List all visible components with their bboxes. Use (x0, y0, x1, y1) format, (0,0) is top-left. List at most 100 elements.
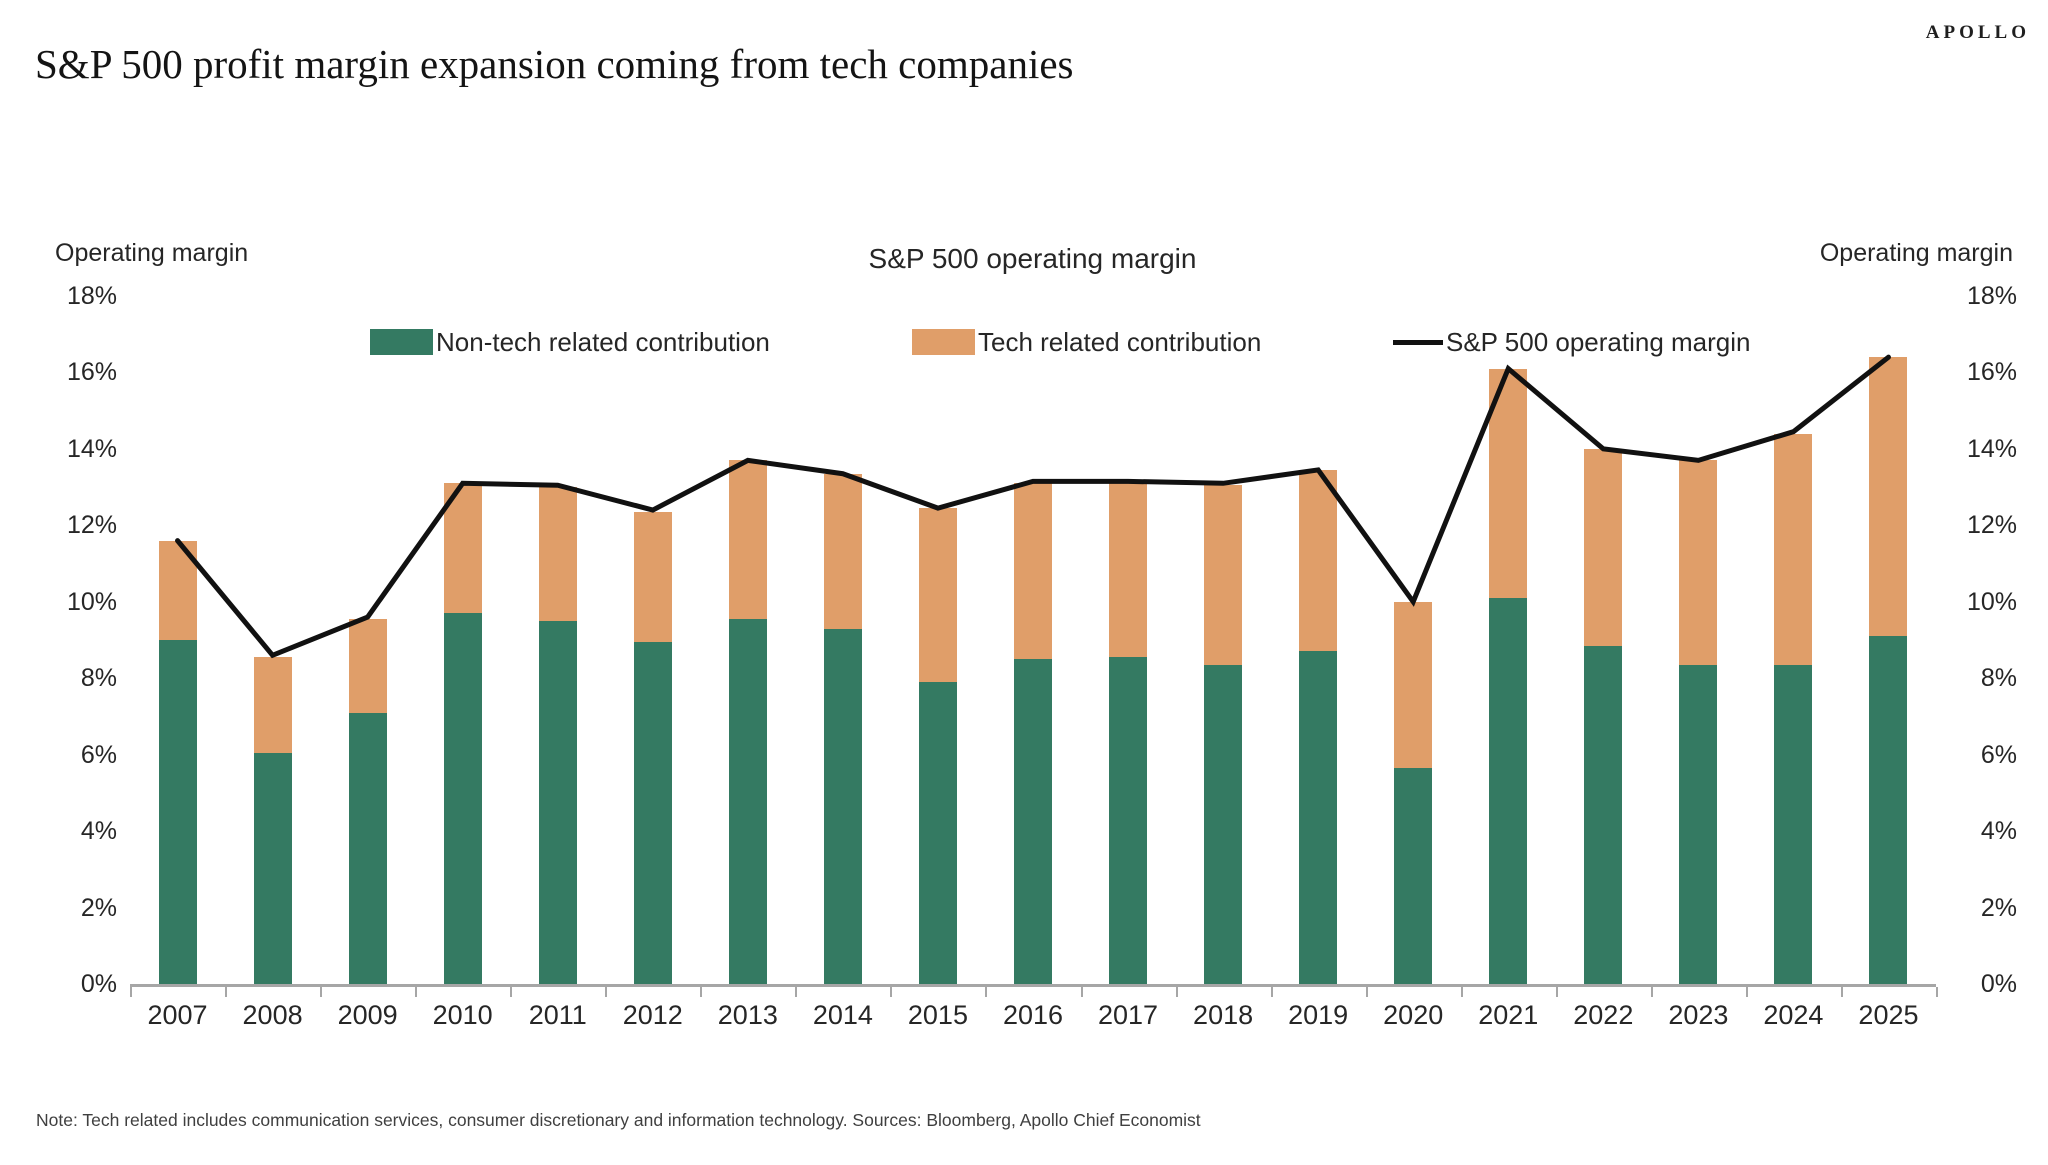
bar-tech-2016 (1014, 483, 1052, 660)
bar-tech-2023 (1679, 460, 1718, 665)
x-axis-tick (320, 987, 323, 997)
x-axis-tick (225, 987, 228, 997)
y-axis-label-right: 6% (1980, 740, 2017, 769)
legend-color-swatch-icon (912, 329, 975, 355)
source-note: Note: Tech related includes communicatio… (36, 1110, 1201, 1130)
legend-color-swatch-icon (370, 329, 433, 355)
left-axis-title: Operating margin (55, 239, 249, 267)
x-axis-label-2009: 2009 (337, 1000, 398, 1030)
bar-non-tech-2023 (1679, 664, 1718, 984)
legend-item-1: Tech related contribution (912, 326, 1261, 358)
legend: Non-tech related contribution Tech relate… (0, 326, 2048, 360)
bar-non-tech-2016 (1014, 659, 1052, 984)
bar-non-tech-2015 (918, 682, 957, 984)
y-axis-label-left: 18% (66, 282, 117, 310)
y-axis-label-left: 10% (66, 587, 117, 616)
x-axis-label-2012: 2012 (622, 1000, 683, 1030)
x-axis-tick (415, 987, 418, 997)
x-axis-label-2015: 2015 (907, 1000, 968, 1030)
x-axis-label-2022: 2022 (1573, 1000, 1634, 1030)
legend-label: Non-tech related contribution (436, 326, 770, 357)
bar-tech-2011 (538, 487, 577, 621)
x-axis-label-2025: 2025 (1858, 1000, 1919, 1030)
x-axis-tick (1555, 987, 1558, 997)
x-axis-tick (510, 987, 513, 997)
bar-non-tech-2020 (1394, 768, 1433, 984)
x-axis-label-2007: 2007 (147, 1000, 208, 1030)
right-axis-title: Operating margin (1819, 239, 2013, 267)
y-axis-label-right: 16% (1966, 358, 2017, 387)
bar-tech-2014 (823, 473, 862, 629)
x-axis-tick (700, 987, 703, 997)
x-axis-label-2021: 2021 (1478, 1000, 1539, 1030)
x-axis-tick (1365, 987, 1368, 997)
page-title: S&P 500 profit margin expansion coming f… (35, 41, 1074, 87)
apollo-logo: APOLLO (1925, 22, 2030, 43)
y-axis-label-left: 6% (80, 740, 117, 769)
x-axis-label-2024: 2024 (1763, 1000, 1824, 1030)
x-axis-tick (1270, 987, 1273, 997)
legend-label: S&P 500 operating margin (1446, 326, 1751, 357)
bar-non-tech-2022 (1584, 645, 1623, 984)
legend-item-line: S&P 500 operating margin (1393, 326, 1751, 358)
x-axis-label-2017: 2017 (1098, 1000, 1159, 1030)
bar-tech-2024 (1774, 433, 1813, 665)
x-axis-tick (890, 987, 893, 997)
x-axis-tick (795, 987, 798, 997)
x-axis-label-2011: 2011 (528, 1000, 587, 1030)
y-axis-label-right: 8% (1980, 664, 2017, 693)
x-axis-label-2016: 2016 (1002, 1000, 1064, 1030)
bar-tech-2008 (253, 657, 292, 753)
x-axis-tick (130, 987, 132, 997)
bar-non-tech-2018 (1204, 664, 1243, 984)
x-axis-label-2014: 2014 (812, 1000, 873, 1030)
y-axis-label-left: 8% (80, 664, 117, 693)
bar-tech-2015 (918, 508, 957, 683)
bar-tech-2022 (1584, 448, 1623, 646)
x-axis-tick (1936, 987, 1938, 997)
x-axis-line (130, 984, 1936, 987)
x-axis-label-2019: 2019 (1288, 1000, 1349, 1030)
x-axis-tick (1175, 987, 1178, 997)
bar-tech-2025 (1869, 357, 1908, 637)
bar-tech-2017 (1109, 483, 1148, 658)
y-axis-label-right: 18% (1966, 282, 2017, 310)
x-axis-tick (1650, 987, 1653, 997)
y-axis-label-right: 10% (1966, 587, 2017, 616)
y-axis-label-left: 16% (66, 358, 117, 387)
x-axis-label-2020: 2020 (1383, 1000, 1444, 1030)
y-axis-label-right: 14% (1966, 434, 2017, 463)
y-axis-label-left: 2% (80, 893, 117, 922)
bar-non-tech-2017 (1109, 657, 1148, 984)
y-axis-label-left: 4% (80, 817, 117, 846)
bar-non-tech-2009 (348, 712, 387, 984)
x-axis-tick (1080, 987, 1083, 997)
y-axis-label-left: 14% (66, 434, 117, 463)
x-axis-label-2023: 2023 (1668, 1000, 1729, 1030)
x-axis-label-2008: 2008 (242, 1000, 303, 1030)
x-axis-label-2010: 2010 (432, 1000, 493, 1030)
x-axis-label-2013: 2013 (717, 1000, 778, 1030)
y-axis-label-right: 0% (1980, 970, 2017, 998)
bar-non-tech-2011 (538, 620, 577, 984)
bar-non-tech-2021 (1489, 597, 1528, 984)
y-axis-label-right: 2% (1980, 893, 2017, 922)
bar-tech-2009 (348, 618, 387, 713)
bar-tech-2020 (1394, 601, 1433, 769)
y-axis-label-left: 12% (66, 511, 117, 540)
y-axis-label-right: 4% (1980, 817, 2017, 846)
y-axis-label-right: 12% (1966, 511, 2017, 540)
bar-non-tech-2024 (1774, 664, 1813, 984)
bar-tech-2021 (1489, 368, 1528, 598)
bar-non-tech-2025 (1869, 636, 1908, 984)
x-axis-tick (1745, 987, 1748, 997)
legend-item-0: Non-tech related contribution (370, 326, 770, 358)
legend-line-swatch-icon (1393, 339, 1443, 345)
bar-non-tech-2019 (1299, 651, 1338, 984)
bar-non-tech-2013 (728, 618, 767, 984)
bar-non-tech-2012 (633, 641, 672, 984)
bar-non-tech-2008 (253, 752, 292, 984)
x-axis-label-2018: 2018 (1193, 1000, 1254, 1030)
y-axis-label-left: 0% (80, 970, 117, 998)
bar-tech-2019 (1299, 469, 1338, 652)
